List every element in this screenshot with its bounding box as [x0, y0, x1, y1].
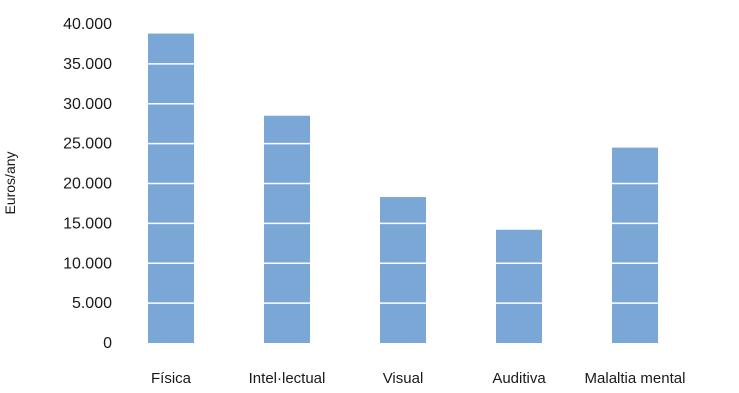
y-tick-label: 35.000 [63, 56, 112, 73]
y-tick-label: 30.000 [63, 96, 112, 113]
y-tick-label: 0 [103, 335, 112, 352]
x-tick-label: Malaltia mental [585, 370, 686, 387]
y-tick-label: 10.000 [63, 255, 112, 272]
bar [264, 115, 310, 344]
bar [380, 197, 426, 343]
bars [148, 33, 658, 344]
y-axis-label-group: Euros/any [2, 151, 18, 214]
y-tick-labels: 0 5.000 10.000 15.000 20.000 25.000 30.000 35.0… [63, 16, 112, 352]
bar [148, 33, 194, 343]
y-axis-label: Euros/any [2, 151, 18, 214]
y-tick-label: 25.000 [63, 136, 112, 153]
x-tick-label: Auditiva [492, 370, 546, 387]
y-tick-label: 20.000 [63, 176, 112, 193]
bar [496, 229, 542, 343]
bar [612, 147, 658, 343]
y-tick-label: 40.000 [63, 16, 112, 33]
x-tick-label: Física [151, 370, 192, 387]
y-tick-label: 5.000 [72, 295, 112, 312]
y-tick-label: 15.000 [63, 215, 112, 232]
x-tick-labels: Física Intel·lectual Visual Auditiva Malalti… [151, 370, 685, 387]
x-tick-label: Visual [383, 370, 424, 387]
x-tick-label: Intel·lectual [249, 370, 326, 387]
